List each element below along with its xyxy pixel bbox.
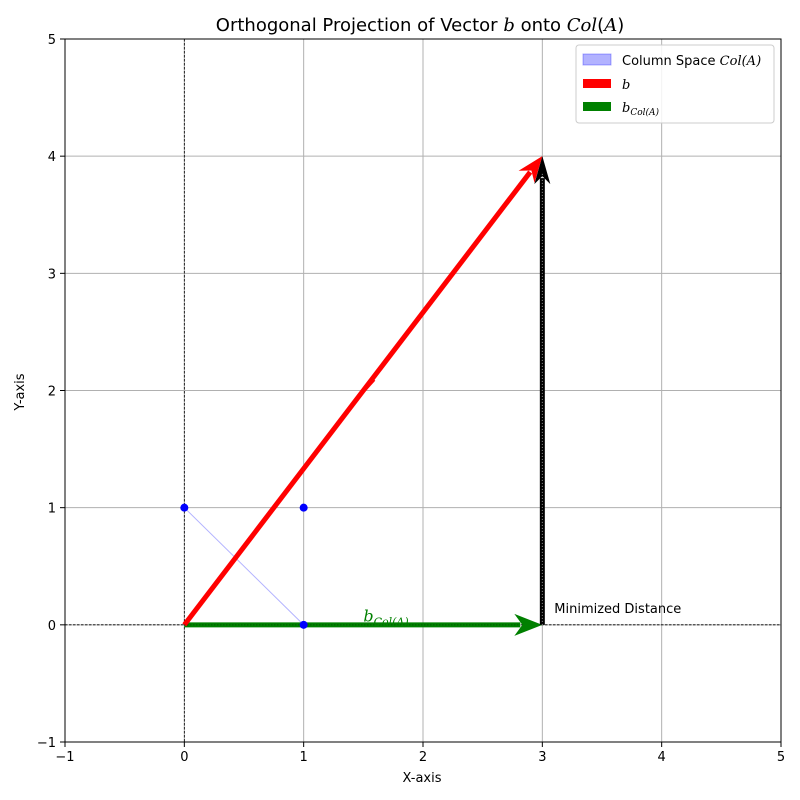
- y-tick-label: 1: [48, 502, 56, 517]
- legend-swatch-b: [583, 79, 611, 88]
- axis-ticks: −1 0 1 2 3 4 5 −1 0 1 2 3 4 5: [37, 33, 785, 765]
- minimized-distance-annotation: Minimized Distance: [554, 602, 681, 617]
- legend-label-b-col: bCol(A): [622, 101, 660, 118]
- x-tick-label: 0: [180, 750, 188, 765]
- x-tick-label: 3: [538, 750, 546, 765]
- y-tick-label: 3: [48, 267, 56, 282]
- vector-b-shaft: [182, 170, 533, 627]
- b-col-annotation: bCol(A): [363, 606, 408, 628]
- y-tick-label: 4: [48, 150, 56, 165]
- vector-residual-arrowhead: [534, 156, 551, 185]
- vector-b-arrowhead: [518, 156, 543, 183]
- x-tick-label: 2: [419, 750, 427, 765]
- x-axis-label: X-axis: [403, 771, 442, 786]
- column-space-point: [180, 503, 189, 512]
- y-tick-label: 5: [48, 33, 56, 48]
- y-tick-label: 2: [48, 385, 56, 400]
- x-tick-label: 4: [658, 750, 666, 765]
- legend-swatch-column-space: [582, 53, 612, 66]
- y-tick-label: −1: [37, 736, 56, 751]
- chart-title: Orthogonal Projection of Vector b onto C…: [216, 15, 624, 36]
- column-space-point: [299, 503, 308, 512]
- legend-swatch-b-col: [583, 102, 611, 111]
- grid: [64, 38, 782, 743]
- column-space-line: [183, 507, 305, 626]
- x-tick-label: −1: [55, 750, 74, 765]
- legend-label-column-space: Column Space Col(A): [622, 54, 761, 69]
- y-tick-label: 0: [48, 619, 56, 634]
- y-axis-label: Y-axis: [13, 373, 28, 411]
- stray-arrowhead: [366, 377, 376, 391]
- legend-frame: [575, 44, 775, 124]
- vector-b-col-arrowhead: [514, 613, 543, 636]
- plot-area: [65, 39, 781, 742]
- column-space-point: [299, 620, 308, 629]
- x-tick-label: 5: [777, 750, 785, 765]
- legend: Column Space Col(A) b bCol(A): [575, 44, 775, 124]
- legend-label-b: b: [622, 78, 630, 93]
- x-tick-label: 1: [300, 750, 308, 765]
